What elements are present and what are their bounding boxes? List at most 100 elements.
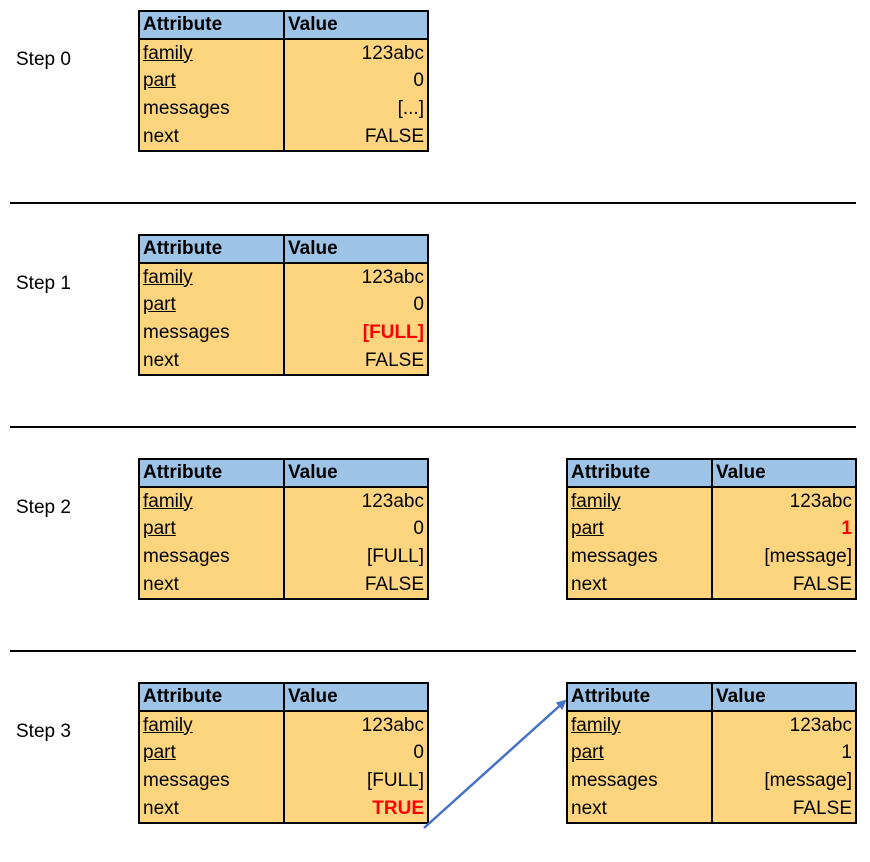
table-row: part 0 (138, 291, 429, 319)
header-attribute: Attribute (138, 10, 285, 40)
value-cell: 0 (283, 67, 429, 95)
table-row: part 1 (566, 739, 857, 767)
attribute-cell: next (138, 571, 285, 600)
table-row: family 123abc (138, 39, 429, 67)
header-value: Value (711, 682, 857, 712)
divider-1 (10, 202, 856, 204)
table-row: next TRUE (138, 795, 429, 824)
attribute-table: Attribute Value family 123abc part 0 messages[… (138, 234, 429, 376)
table-header-row: Attribute Value (138, 234, 429, 264)
table-row: family 123abc (566, 711, 857, 739)
table-row: family 123abc (138, 711, 429, 739)
value-cell: 123abc (711, 711, 857, 739)
attribute-cell: messages (138, 319, 285, 347)
value-cell: 123abc (711, 487, 857, 515)
table-header-row: Attribute Value (566, 682, 857, 712)
attribute-cell: family (138, 39, 285, 67)
value-cell: 1 (711, 515, 857, 543)
value-cell: 0 (283, 739, 429, 767)
header-attribute: Attribute (566, 458, 713, 488)
table-row: messages [message] (566, 767, 857, 795)
attribute-table: Attribute Value family 123abc part 1 messages[… (566, 682, 857, 824)
attribute-cell: family (138, 487, 285, 515)
value-cell: 123abc (283, 711, 429, 739)
table-header-row: Attribute Value (138, 682, 429, 712)
table-row: part 0 (138, 515, 429, 543)
header-value: Value (283, 458, 429, 488)
table-row: part 0 (138, 67, 429, 95)
table-header-row: Attribute Value (566, 458, 857, 488)
header-attribute: Attribute (138, 234, 285, 264)
step-label: Step 1 (16, 273, 71, 294)
attribute-cell: next (566, 795, 713, 824)
value-cell: FALSE (711, 571, 857, 600)
attribute-table: Attribute Value family 123abc part 0 messages[… (138, 458, 429, 600)
divider-3 (10, 650, 856, 652)
table-row: part 0 (138, 739, 429, 767)
value-cell: FALSE (283, 347, 429, 376)
value-cell: 123abc (283, 487, 429, 515)
attribute-cell: family (566, 711, 713, 739)
attribute-cell: messages (566, 543, 713, 571)
attribute-table: Attribute Value family 123abc part 0 messages[… (138, 682, 429, 824)
table-row: messages [FULL] (138, 319, 429, 347)
attribute-cell: messages (138, 543, 285, 571)
attribute-cell: messages (138, 767, 285, 795)
header-attribute: Attribute (566, 682, 713, 712)
attribute-cell: part (138, 67, 285, 95)
header-attribute: Attribute (138, 458, 285, 488)
attribute-cell: part (138, 739, 285, 767)
value-cell: [...] (283, 95, 429, 123)
attribute-cell: part (138, 291, 285, 319)
attribute-table: Attribute Value family 123abc part 0 messages[… (138, 10, 429, 152)
table-row: next FALSE (566, 795, 857, 824)
header-attribute: Attribute (138, 682, 285, 712)
divider-2 (10, 426, 856, 428)
step-label: Step 2 (16, 497, 71, 518)
attribute-cell: part (566, 739, 713, 767)
table-row: part 1 (566, 515, 857, 543)
value-cell: FALSE (283, 123, 429, 152)
attribute-cell: family (138, 263, 285, 291)
value-cell: 1 (711, 739, 857, 767)
value-cell: FALSE (283, 571, 429, 600)
step-label: Step 0 (16, 49, 71, 70)
attribute-cell: messages (566, 767, 713, 795)
table-row: messages [FULL] (138, 767, 429, 795)
header-value: Value (283, 682, 429, 712)
attribute-cell: family (138, 711, 285, 739)
table-row: next FALSE (566, 571, 857, 600)
value-cell: 0 (283, 515, 429, 543)
header-value: Value (283, 234, 429, 264)
attribute-cell: next (566, 571, 713, 600)
value-cell: TRUE (283, 795, 429, 824)
table-row: family 123abc (566, 487, 857, 515)
step-label: Step 3 (16, 721, 71, 742)
attribute-cell: family (566, 487, 713, 515)
value-cell: [FULL] (283, 767, 429, 795)
header-value: Value (283, 10, 429, 40)
attribute-cell: next (138, 347, 285, 376)
table-header-row: Attribute Value (138, 10, 429, 40)
attribute-cell: messages (138, 95, 285, 123)
table-row: next FALSE (138, 571, 429, 600)
value-cell: [message] (711, 543, 857, 571)
value-cell: [FULL] (283, 543, 429, 571)
attribute-cell: next (138, 123, 285, 152)
value-cell: [message] (711, 767, 857, 795)
table-row: messages [...] (138, 95, 429, 123)
value-cell: FALSE (711, 795, 857, 824)
table-row: family 123abc (138, 487, 429, 515)
attribute-cell: next (138, 795, 285, 824)
table-row: next FALSE (138, 347, 429, 376)
table-row: family 123abc (138, 263, 429, 291)
table-row: messages [message] (566, 543, 857, 571)
value-cell: 123abc (283, 39, 429, 67)
table-row: messages [FULL] (138, 543, 429, 571)
header-value: Value (711, 458, 857, 488)
table-header-row: Attribute Value (138, 458, 429, 488)
attribute-table: Attribute Value family 123abc part 1 messages[… (566, 458, 857, 600)
value-cell: 0 (283, 291, 429, 319)
attribute-cell: part (566, 515, 713, 543)
table-row: next FALSE (138, 123, 429, 152)
